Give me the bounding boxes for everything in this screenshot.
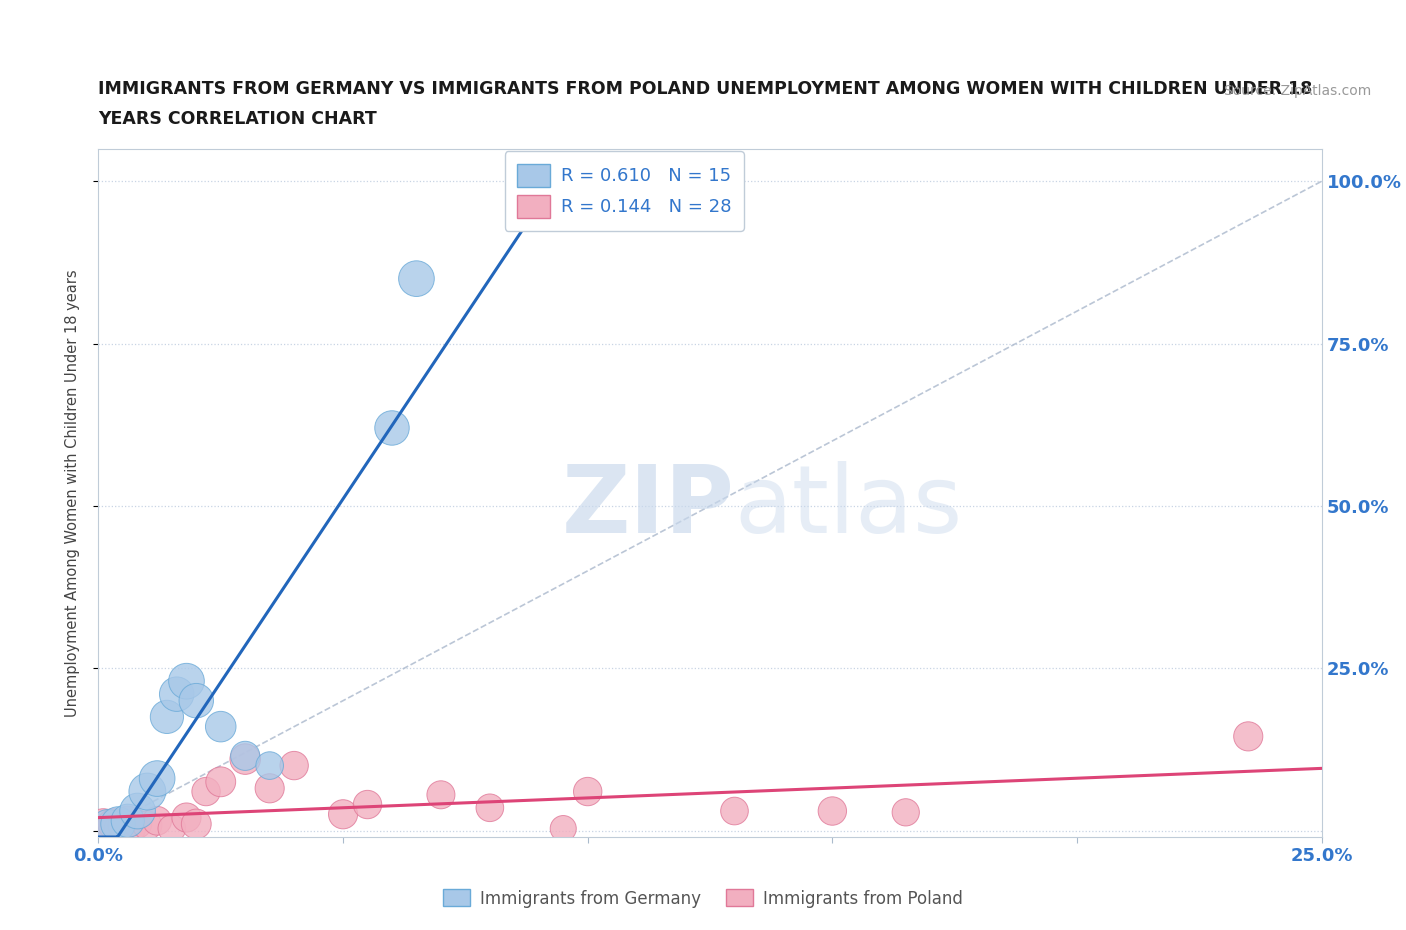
Point: [259, 781, 281, 796]
Point: [894, 804, 917, 819]
Point: [723, 804, 745, 818]
Point: [381, 420, 404, 435]
Point: [553, 821, 575, 836]
Point: [209, 775, 232, 790]
Point: [136, 784, 159, 799]
Point: [127, 804, 149, 818]
Point: [97, 820, 120, 835]
Legend: Immigrants from Germany, Immigrants from Poland: Immigrants from Germany, Immigrants from…: [437, 883, 969, 914]
Point: [176, 673, 198, 688]
Text: atlas: atlas: [734, 460, 963, 552]
Point: [209, 719, 232, 734]
Point: [259, 758, 281, 773]
Point: [233, 749, 256, 764]
Point: [101, 817, 124, 831]
Point: [576, 784, 599, 799]
Point: [111, 817, 134, 832]
Text: Source: ZipAtlas.com: Source: ZipAtlas.com: [1223, 84, 1371, 98]
Point: [176, 810, 198, 825]
Point: [146, 814, 169, 829]
Point: [91, 817, 114, 832]
Point: [233, 751, 256, 766]
Point: [146, 771, 169, 786]
Point: [117, 814, 139, 829]
Point: [156, 710, 179, 724]
Point: [166, 686, 188, 701]
Point: [121, 821, 143, 836]
Point: [1237, 729, 1260, 744]
Y-axis label: Unemployment Among Women with Children Under 18 years: Unemployment Among Women with Children U…: [65, 269, 80, 717]
Point: [195, 784, 218, 799]
Point: [478, 801, 501, 816]
Text: IMMIGRANTS FROM GERMANY VS IMMIGRANTS FROM POLAND UNEMPLOYMENT AMONG WOMEN WITH : IMMIGRANTS FROM GERMANY VS IMMIGRANTS FR…: [98, 80, 1313, 98]
Point: [186, 817, 208, 831]
Point: [117, 814, 139, 829]
Point: [356, 797, 378, 812]
Point: [97, 820, 120, 835]
Point: [186, 693, 208, 708]
Point: [136, 817, 159, 832]
Point: [332, 807, 354, 822]
Point: [127, 817, 149, 831]
Legend: R = 0.610   N = 15, R = 0.144   N = 28: R = 0.610 N = 15, R = 0.144 N = 28: [505, 151, 744, 231]
Point: [107, 821, 129, 836]
Text: YEARS CORRELATION CHART: YEARS CORRELATION CHART: [98, 111, 377, 128]
Point: [107, 817, 129, 831]
Point: [430, 788, 453, 803]
Text: ZIP: ZIP: [561, 460, 734, 552]
Point: [283, 758, 305, 773]
Point: [160, 821, 183, 836]
Point: [405, 272, 427, 286]
Point: [821, 804, 844, 818]
